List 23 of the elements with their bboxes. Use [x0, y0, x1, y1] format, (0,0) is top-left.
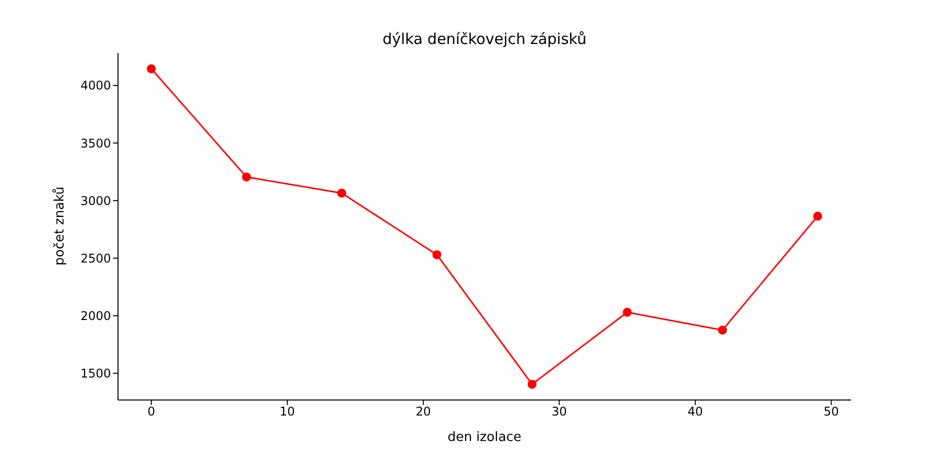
y-axis-title: počet znaků: [52, 186, 68, 266]
y-tick-label: 4000: [80, 78, 111, 93]
y-tick-label: 2500: [80, 251, 111, 266]
point: [432, 250, 442, 260]
x-tick-label: 30: [552, 404, 567, 419]
x-tick-label: 50: [824, 404, 839, 419]
point: [813, 212, 822, 221]
x-tick-label: 0: [148, 404, 156, 419]
x-tick-label: 10: [280, 404, 295, 419]
y-tick-label: 3500: [80, 136, 111, 150]
point: [337, 188, 346, 198]
y-tick-label: 3000: [80, 194, 111, 208]
point: [528, 380, 537, 389]
x-axis-title: den izolace: [446, 430, 522, 445]
point: [242, 172, 252, 182]
x-tick-label: 40: [688, 404, 703, 419]
y-tick-label: 1500: [80, 366, 111, 381]
y-tick-label: 2000: [80, 308, 111, 323]
point: [718, 326, 727, 335]
point: [146, 64, 156, 74]
x-tick-label: 20: [416, 404, 431, 419]
point: [622, 308, 632, 317]
chart-title: dýlka deníčkovejch zápisků: [381, 30, 588, 48]
